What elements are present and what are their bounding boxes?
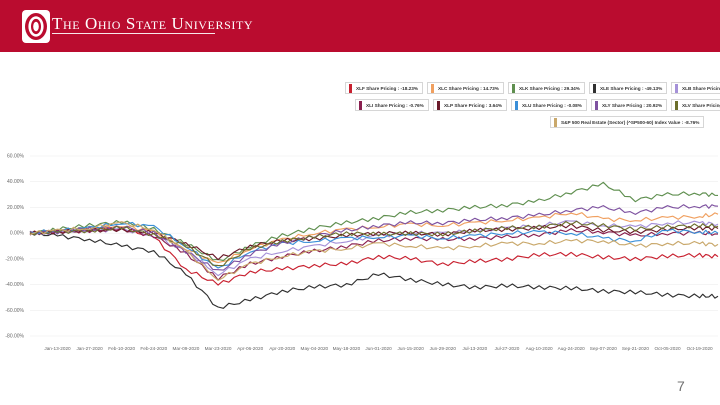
- legend-label: XLV Share Pricing : 5.48%: [682, 102, 720, 108]
- legend-swatch: [431, 83, 434, 93]
- legend-label: XLF Share Pricing : -18.23%: [356, 85, 418, 91]
- x-tick-label: Jun-15-2020: [398, 346, 425, 351]
- x-tick-label: Jul-27-2020: [495, 346, 520, 351]
- legend-label: XLY Share Pricing : 20.92%: [602, 102, 663, 108]
- x-tick-label: Feb-10-2020: [108, 346, 135, 351]
- y-tick-label: -20.00%: [5, 256, 24, 262]
- legend-item: XLB Share Pricing : 7.07%: [671, 82, 720, 94]
- x-tick-label: Jan-27-2020: [76, 346, 103, 351]
- series-line: [29, 220, 719, 267]
- legend-swatch: [593, 83, 596, 93]
- y-tick-label: 0.00%: [10, 231, 25, 237]
- series-line: [29, 212, 719, 264]
- legend-label: S&P 500 Real Estate (Sector) (^SP500-60)…: [561, 119, 700, 125]
- legend-swatch: [437, 100, 440, 110]
- legend-swatch: [359, 100, 362, 110]
- x-tick-label: Mar-23-2020: [205, 346, 232, 351]
- y-tick-label: 60.00%: [7, 154, 25, 160]
- legend-swatch: [515, 100, 518, 110]
- legend-label: XLP Share Pricing : 3.64%: [444, 102, 503, 108]
- page-number: 7: [677, 378, 685, 394]
- legend-label: XLE Share Pricing : -49.13%: [600, 85, 663, 91]
- x-tick-label: Oct-05-2020: [655, 346, 681, 351]
- series-line: [29, 231, 719, 309]
- y-tick-label: 40.00%: [7, 179, 25, 185]
- legend-label: XLU Share Pricing : -0.08%: [522, 102, 582, 108]
- x-tick-label: Sep-07-2020: [590, 346, 617, 351]
- legend-swatch: [512, 83, 515, 93]
- legend-item: XLV Share Pricing : 5.48%: [671, 99, 720, 111]
- x-tick-label: Aug-10-2020: [526, 346, 553, 351]
- x-tick-label: Mar-09-2020: [173, 346, 200, 351]
- legend-item: XLU Share Pricing : -0.08%: [511, 99, 587, 111]
- x-tick-label: Apr-20-2020: [269, 346, 295, 351]
- legend-swatch: [349, 83, 352, 93]
- legend-item: XLC Share Pricing : 14.73%: [427, 82, 504, 94]
- legend-item: XLE Share Pricing : -49.13%: [589, 82, 668, 94]
- chart-legend: XLF Share Pricing : -18.23% XLC Share Pri…: [340, 82, 720, 134]
- x-tick-label: Sep-21-2020: [622, 346, 649, 351]
- series-line: [29, 204, 719, 271]
- university-name: The Ohio State University: [52, 14, 254, 33]
- x-tick-label: Feb-24-2020: [140, 346, 167, 351]
- series-line: [29, 220, 719, 277]
- x-tick-label: May-18-2020: [333, 346, 361, 351]
- x-tick-label: May-04-2020: [301, 346, 329, 351]
- legend-label: XLC Share Pricing : 14.73%: [438, 85, 499, 91]
- x-tick-label: Oct-19-2020: [687, 346, 713, 351]
- legend-item: XLI Share Pricing : -0.76%: [355, 99, 429, 111]
- x-tick-label: Jun-01-2020: [365, 346, 392, 351]
- header-bar: The Ohio State University: [0, 0, 720, 52]
- legend-swatch: [595, 100, 598, 110]
- x-tick-label: Jan-13-2020: [44, 346, 71, 351]
- legend-swatch: [675, 100, 678, 110]
- legend-swatch: [554, 117, 557, 127]
- y-tick-label: -80.00%: [5, 334, 24, 340]
- x-tick-label: Jun-29-2020: [430, 346, 457, 351]
- legend-item: XLY Share Pricing : 20.92%: [591, 99, 668, 111]
- x-tick-label: Aug-24-2020: [558, 346, 585, 351]
- title-underline: [52, 33, 215, 34]
- y-tick-label: 20.00%: [7, 205, 25, 211]
- y-tick-label: -40.00%: [5, 282, 24, 288]
- legend-item: XLF Share Pricing : -18.23%: [345, 82, 423, 94]
- y-tick-label: -60.00%: [5, 308, 24, 314]
- legend-label: XLB Share Pricing : 7.07%: [682, 85, 720, 91]
- legend-swatch: [675, 83, 678, 93]
- legend-item: XLK Share Pricing : 29.34%: [508, 82, 585, 94]
- x-tick-label: Jul-13-2020: [463, 346, 488, 351]
- series-line: [29, 221, 719, 281]
- legend-label: XLK Share Pricing : 29.34%: [519, 85, 580, 91]
- ohio-state-block-o-logo: [22, 10, 50, 43]
- legend-item: XLP Share Pricing : 3.64%: [433, 99, 508, 111]
- series-line: [29, 226, 719, 286]
- share-price-line-chart: 60.00% 40.00% 20.00% 0.00% -20.00% -40.00% -60…: [5, 154, 719, 351]
- series-line: [29, 223, 719, 261]
- legend-label: XLI Share Pricing : -0.76%: [366, 102, 424, 108]
- x-tick-label: Apr-06-2020: [237, 346, 263, 351]
- legend-item: S&P 500 Real Estate (Sector) (^SP500-60)…: [550, 116, 705, 128]
